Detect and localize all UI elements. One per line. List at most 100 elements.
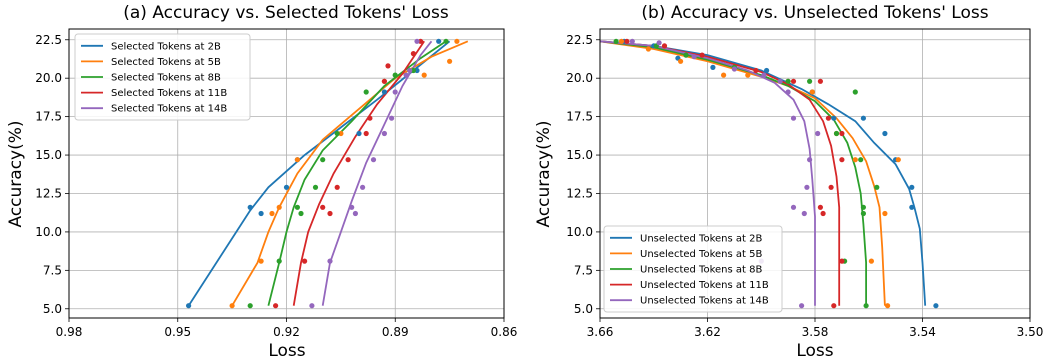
chart-b-ylabel: Accuracy(%) [534, 120, 554, 227]
data-point [804, 184, 810, 190]
data-point [407, 67, 413, 74]
data-point [801, 210, 807, 217]
data-point [613, 38, 619, 44]
data-point [338, 130, 344, 137]
data-point [414, 38, 420, 44]
data-point [645, 46, 652, 52]
data-point [392, 89, 398, 95]
chart-b-xlabel: Loss [796, 341, 833, 361]
data-point [882, 210, 888, 217]
series-line-2 [231, 40, 469, 307]
data-point [186, 303, 192, 309]
data-point [860, 210, 867, 217]
data-point [825, 115, 832, 121]
data-point [624, 38, 630, 44]
data-point [761, 72, 767, 78]
x-tick-label: 0.95 [164, 325, 191, 339]
data-point [661, 43, 668, 49]
data-point [443, 38, 449, 44]
data-point [882, 130, 888, 137]
data-point [860, 204, 867, 210]
y-tick-label: 12.5 [566, 186, 593, 200]
data-point [683, 52, 689, 58]
data-point [309, 303, 315, 309]
data-point [691, 54, 697, 60]
data-point [828, 184, 834, 190]
y-tick-label: 17.5 [566, 110, 593, 124]
data-point [874, 184, 880, 190]
data-point [678, 58, 684, 64]
data-point [863, 303, 869, 309]
chart-a: (a) Accuracy vs. Selected Tokens' Loss 0… [6, 3, 517, 361]
data-point [334, 184, 340, 190]
series-line-1 [599, 40, 927, 306]
data-point [785, 78, 791, 84]
data-point [790, 115, 797, 121]
data-point [807, 78, 813, 84]
data-point [258, 210, 264, 217]
data-point [710, 64, 716, 70]
y-tick-label: 10.0 [566, 225, 593, 239]
data-point [699, 52, 705, 58]
y-tick-label: 5.0 [43, 302, 62, 316]
data-point [389, 115, 395, 121]
legend-entry-label: Unselected Tokens at 8B [640, 265, 762, 276]
data-point [852, 157, 858, 163]
data-point [418, 38, 424, 44]
chart-a-points [186, 38, 460, 309]
data-point [403, 72, 409, 78]
data-point [320, 157, 326, 163]
y-tick-label: 17.5 [35, 110, 62, 124]
data-point [360, 184, 366, 190]
data-point [833, 130, 840, 137]
data-point [721, 72, 727, 78]
data-point [421, 72, 427, 78]
data-point [799, 303, 805, 309]
data-point [327, 210, 333, 217]
x-tick-label: 3.62 [694, 325, 721, 339]
data-point [745, 72, 751, 78]
data-point [276, 204, 282, 210]
x-tick-label: 3.66 [587, 325, 614, 339]
y-tick-label: 10.0 [35, 225, 62, 239]
data-point [258, 258, 264, 264]
chart-b-yticks: 5.0 7.5 10.0 12.5 15.0 17.5 20.0 22.5 [566, 33, 600, 316]
data-point [809, 89, 815, 95]
data-point [777, 78, 783, 84]
chart-a-yticks: 5.0 7.5 10.0 12.5 15.0 17.5 20.0 22.5 [35, 33, 69, 316]
x-tick-label: 3.54 [909, 325, 936, 339]
data-point [363, 89, 369, 95]
legend-entry-label: Selected Tokens at 14B [111, 104, 227, 115]
data-point [312, 184, 319, 190]
data-point [229, 303, 235, 309]
y-tick-label: 7.5 [574, 263, 593, 277]
data-point [247, 204, 253, 210]
data-point [839, 157, 845, 163]
data-point [831, 115, 837, 121]
x-tick-label: 0.98 [56, 325, 83, 339]
y-tick-label: 15.0 [35, 148, 62, 162]
chart-a-title: (a) Accuracy vs. Selected Tokens' Loss [123, 3, 449, 23]
data-point [410, 51, 416, 57]
legend-entry-label: Selected Tokens at 2B [111, 41, 221, 52]
chart-b-points [613, 38, 939, 309]
data-point [385, 63, 391, 69]
data-point [909, 184, 915, 190]
data-point [349, 204, 355, 210]
legend-box [603, 225, 783, 313]
x-tick-label: 3.58 [802, 325, 829, 339]
data-point [410, 67, 416, 74]
data-point [895, 157, 901, 163]
data-point [868, 258, 875, 264]
data-point [294, 157, 300, 163]
series-line-4 [292, 40, 425, 306]
series-line-2 [599, 40, 886, 306]
chart-b-legend: Unselected Tokens at 2B Unselected Tokens… [603, 225, 783, 313]
data-point [860, 115, 867, 121]
data-point [302, 258, 308, 264]
data-point [858, 157, 864, 163]
data-point [933, 303, 939, 309]
chart-b-xticks: 3.66 3.62 3.58 3.54 3.50 [587, 318, 1043, 339]
legend-box [74, 33, 251, 121]
data-point [327, 258, 333, 264]
